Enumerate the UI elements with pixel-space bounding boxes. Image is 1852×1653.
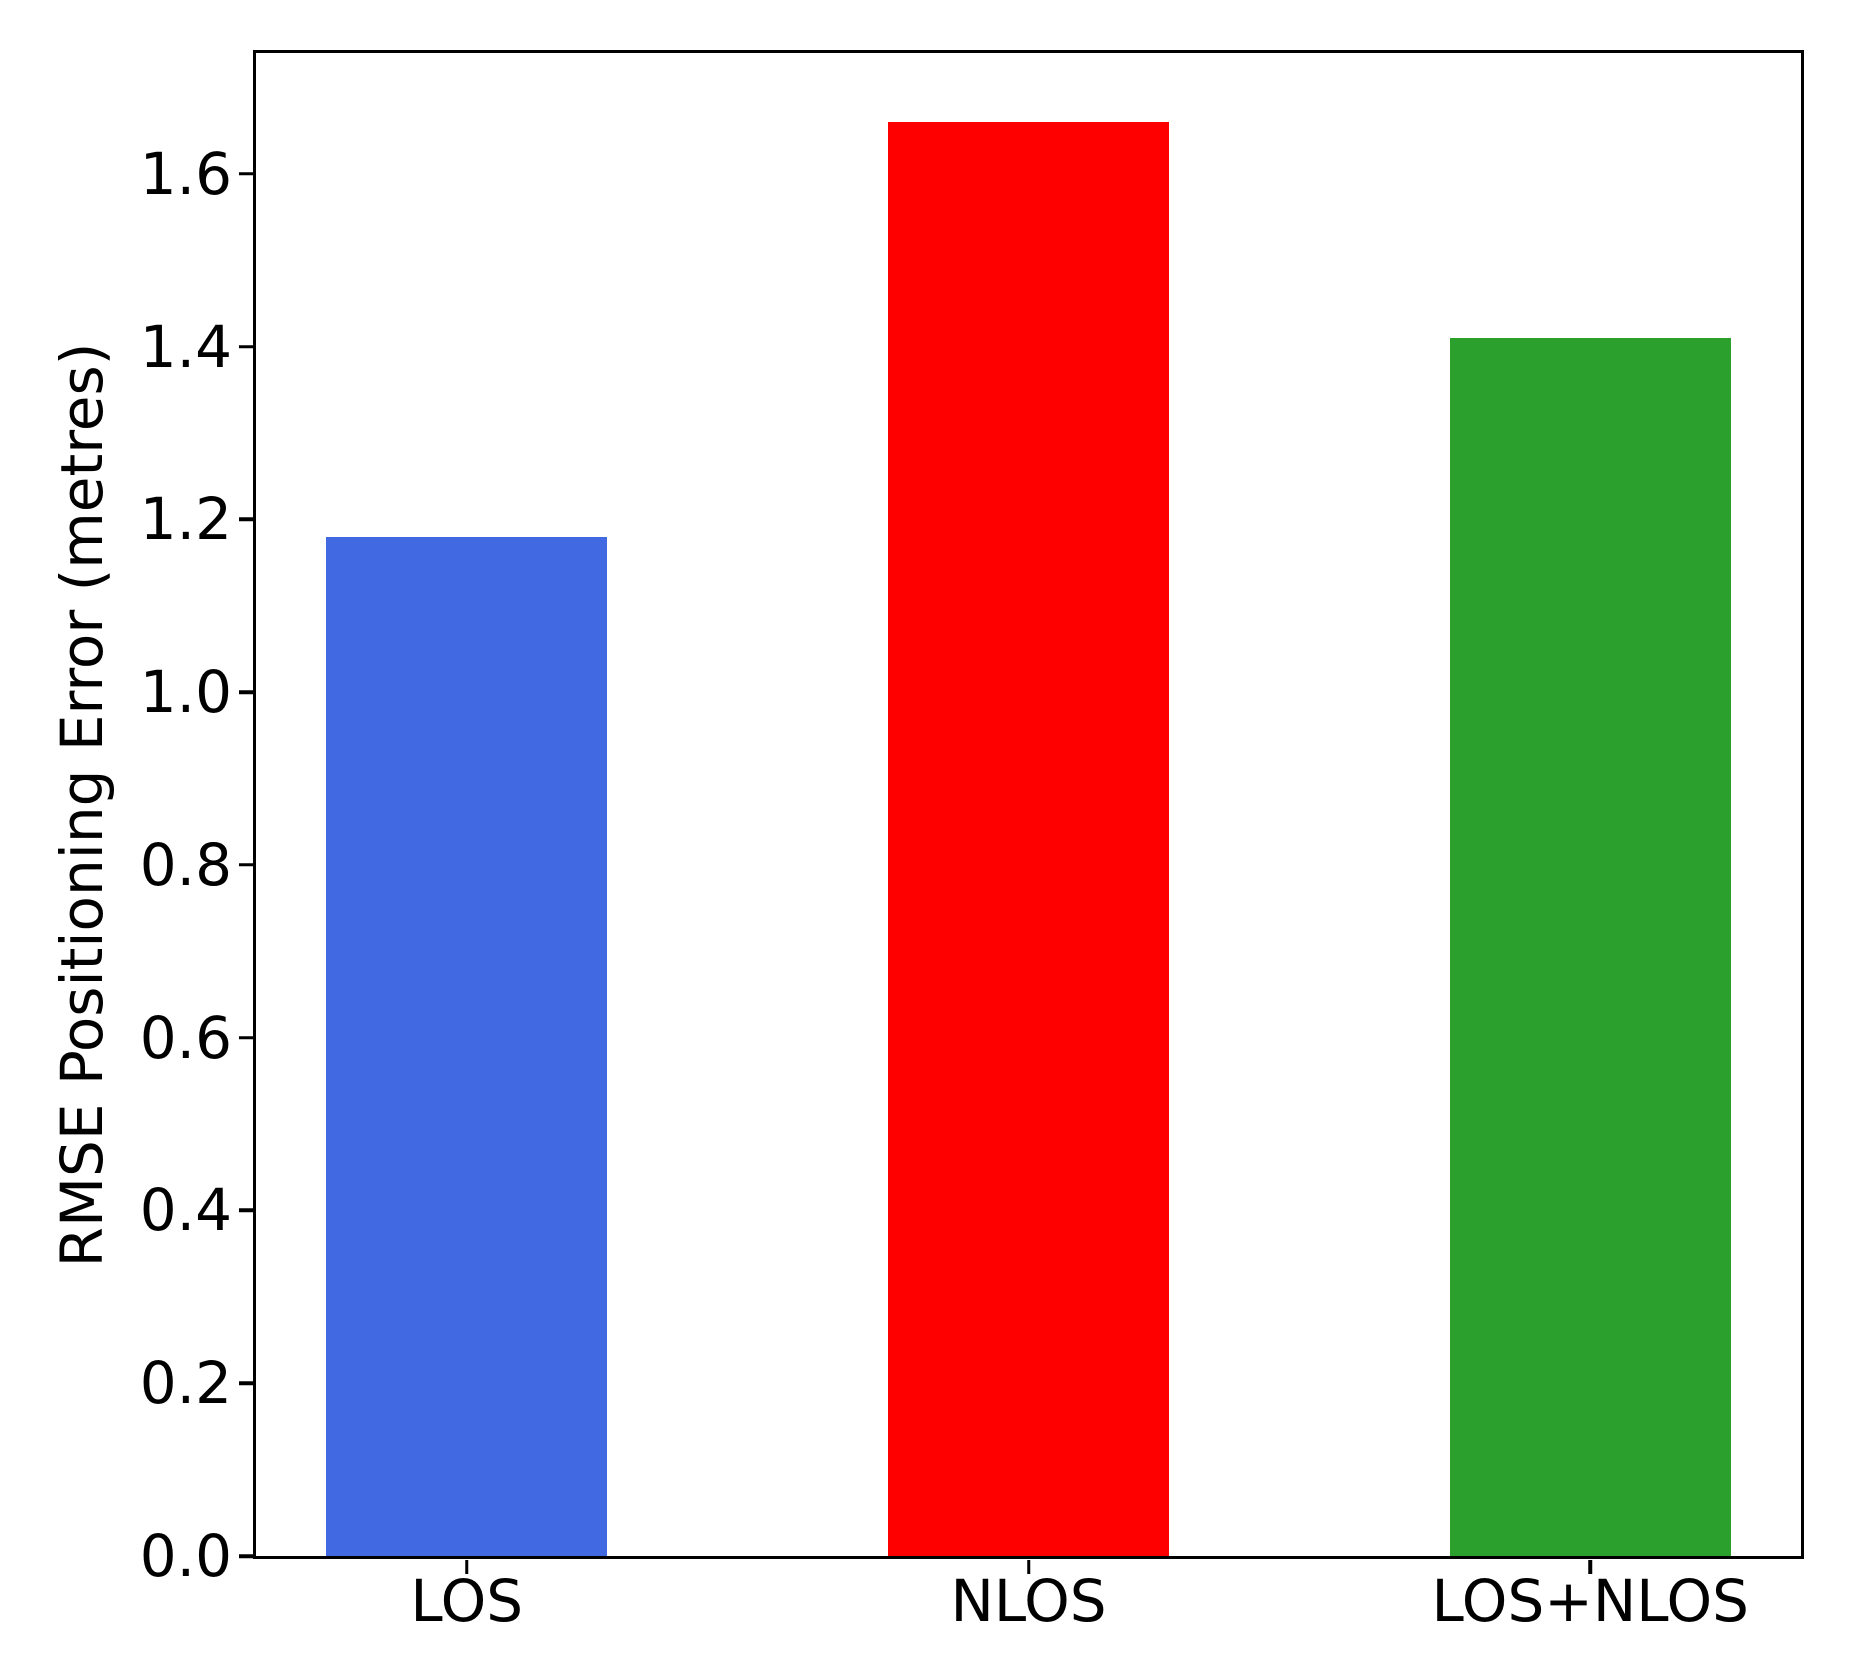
y-tick-0.8 (238, 863, 253, 867)
y-tick-label-0.4: 0.4 (139, 1176, 232, 1245)
y-tick-label-1.2: 1.2 (139, 485, 232, 554)
y-tick-0.2 (238, 1381, 253, 1385)
y-tick-label-1.6: 1.6 (139, 139, 232, 208)
y-tick-1.4 (238, 344, 253, 349)
x-tick-los (464, 1559, 469, 1574)
y-tick-label-0.0: 0.0 (139, 1522, 232, 1590)
y-tick-label-1.4: 1.4 (139, 312, 232, 381)
bar-los (326, 536, 608, 1556)
y-axis-label: RMSE Positioning Error (metres) (48, 342, 116, 1268)
y-tick-label-0.2: 0.2 (139, 1349, 232, 1418)
x-tick-los-nlos (1588, 1559, 1592, 1574)
y-tick-0.6 (238, 1035, 253, 1040)
bar-nlos (888, 122, 1169, 1556)
y-tick-0.0 (238, 1554, 253, 1558)
y-tick-0.4 (238, 1208, 253, 1213)
bar-los-nlos (1449, 338, 1731, 1556)
x-tick-label-los: LOS (410, 1567, 524, 1635)
y-tick-1.6 (238, 172, 253, 176)
y-tick-label-0.6: 0.6 (139, 1003, 232, 1072)
plot-area: LOS NLOS LOS+NLOS 0.0 0.2 0.4 0.6 0.8 1.0 1.2 1.4 1… (140, 50, 1804, 1630)
x-tick-nlos (1026, 1559, 1031, 1574)
x-tick-label-los-nlos: LOS+NLOS (1431, 1567, 1749, 1635)
y-tick-1.0 (238, 690, 253, 694)
y-tick-label-1.0: 1.0 (139, 658, 232, 727)
x-tick-label-nlos: NLOS (950, 1567, 1107, 1635)
y-tick-1.2 (238, 517, 253, 522)
y-tick-label-0.8: 0.8 (139, 830, 232, 899)
